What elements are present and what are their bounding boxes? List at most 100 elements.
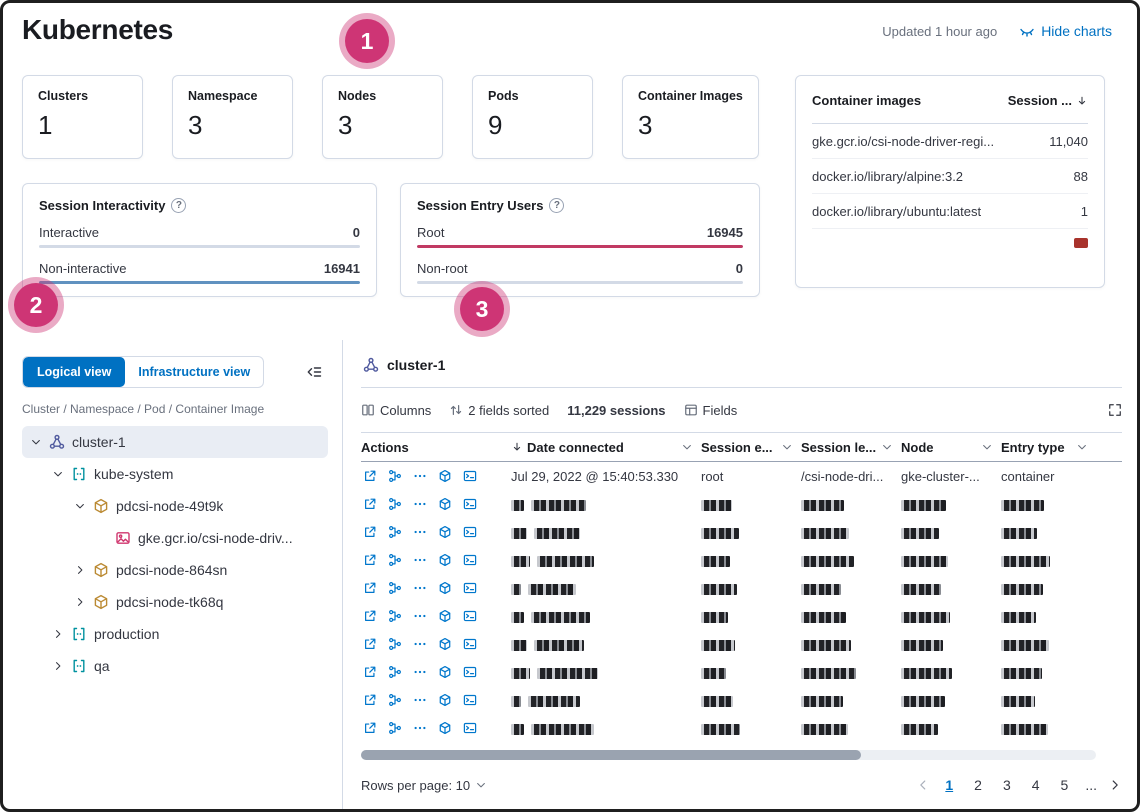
- expand-session-button[interactable]: [363, 525, 377, 539]
- more-actions-button[interactable]: [413, 609, 427, 623]
- column-menu-icon[interactable]: [881, 441, 893, 453]
- more-actions-button[interactable]: [413, 553, 427, 567]
- expand-session-button[interactable]: [363, 581, 377, 595]
- session-row[interactable]: [361, 490, 1122, 518]
- open-session-viewer-button[interactable]: [463, 525, 477, 539]
- tree-item-pdcsi-node-864sn[interactable]: pdcsi-node-864sn: [22, 554, 328, 586]
- more-actions-button[interactable]: [413, 693, 427, 707]
- session-row[interactable]: [361, 630, 1122, 658]
- container-details-button[interactable]: [438, 609, 452, 623]
- next-page-button[interactable]: [1108, 778, 1122, 792]
- open-session-viewer-button[interactable]: [463, 721, 477, 735]
- session-tree-button[interactable]: [388, 637, 402, 651]
- session-row[interactable]: [361, 714, 1122, 742]
- chevron-right-icon[interactable]: [74, 596, 86, 608]
- container-details-button[interactable]: [438, 665, 452, 679]
- open-session-viewer-button[interactable]: [463, 469, 477, 483]
- page-5-button[interactable]: 5: [1060, 777, 1069, 793]
- session-row[interactable]: [361, 518, 1122, 546]
- expand-session-button[interactable]: [363, 693, 377, 707]
- fields-sorted-button[interactable]: 2 fields sorted: [449, 403, 549, 418]
- column-menu-icon[interactable]: [681, 441, 693, 453]
- session-tree-button[interactable]: [388, 497, 402, 511]
- prev-page-button[interactable]: [916, 778, 930, 792]
- session-tree-button[interactable]: [388, 525, 402, 539]
- container-details-button[interactable]: [438, 693, 452, 707]
- logical-view-button[interactable]: Logical view: [23, 357, 126, 387]
- tree-item-production[interactable]: production: [22, 618, 328, 650]
- open-session-viewer-button[interactable]: [463, 693, 477, 707]
- help-icon[interactable]: ?: [549, 198, 565, 213]
- hide-charts-button[interactable]: Hide charts: [1019, 23, 1112, 39]
- session-tree-button[interactable]: [388, 665, 402, 679]
- open-session-viewer-button[interactable]: [463, 553, 477, 567]
- column-header-session-le[interactable]: Session le...: [801, 440, 901, 455]
- container-details-button[interactable]: [438, 721, 452, 735]
- columns-button[interactable]: Columns: [361, 403, 431, 418]
- tree-item-pdcsi-node-49t9k[interactable]: pdcsi-node-49t9k: [22, 490, 328, 522]
- expand-session-button[interactable]: [363, 665, 377, 679]
- tree-item-qa[interactable]: qa: [22, 650, 328, 682]
- session-row[interactable]: Jul 29, 2022 @ 15:40:53.330 root/csi-node…: [361, 462, 1122, 490]
- container-details-button[interactable]: [438, 525, 452, 539]
- session-row[interactable]: [361, 546, 1122, 574]
- rows-per-page-button[interactable]: Rows per page: 10: [361, 778, 487, 793]
- column-menu-icon[interactable]: [1076, 441, 1088, 453]
- expand-session-button[interactable]: [363, 609, 377, 623]
- tree-item-kube-system[interactable]: kube-system: [22, 458, 328, 490]
- tree-item-cluster-1[interactable]: cluster-1: [22, 426, 328, 458]
- container-details-button[interactable]: [438, 553, 452, 567]
- session-tree-button[interactable]: [388, 553, 402, 567]
- page-1-button[interactable]: 1: [945, 777, 954, 793]
- chevron-down-icon[interactable]: [30, 436, 42, 448]
- chevron-down-icon[interactable]: [52, 468, 64, 480]
- more-actions-button[interactable]: [413, 637, 427, 651]
- page-4-button[interactable]: 4: [1031, 777, 1040, 793]
- page-3-button[interactable]: 3: [1002, 777, 1011, 793]
- more-actions-button[interactable]: [413, 525, 427, 539]
- page-2-button[interactable]: 2: [974, 777, 982, 793]
- fields-button[interactable]: Fields: [684, 403, 737, 418]
- open-session-viewer-button[interactable]: [463, 609, 477, 623]
- column-header-entry-type[interactable]: Entry type: [1001, 440, 1096, 455]
- expand-session-button[interactable]: [363, 553, 377, 567]
- session-tree-button[interactable]: [388, 721, 402, 735]
- tree-item-pdcsi-node-tk68q[interactable]: pdcsi-node-tk68q: [22, 586, 328, 618]
- session-tree-button[interactable]: [388, 581, 402, 595]
- column-menu-icon[interactable]: [781, 441, 793, 453]
- expand-session-button[interactable]: [363, 497, 377, 511]
- collapse-tree-panel-button[interactable]: [306, 364, 322, 380]
- open-session-viewer-button[interactable]: [463, 497, 477, 511]
- more-actions-button[interactable]: [413, 665, 427, 679]
- expand-session-button[interactable]: [363, 721, 377, 735]
- session-tree-button[interactable]: [388, 693, 402, 707]
- chevron-right-icon[interactable]: [52, 628, 64, 640]
- open-session-viewer-button[interactable]: [463, 637, 477, 651]
- column-menu-icon[interactable]: [981, 441, 993, 453]
- scrollbar-thumb[interactable]: [361, 750, 861, 760]
- container-details-button[interactable]: [438, 469, 452, 483]
- session-tree-button[interactable]: [388, 609, 402, 623]
- open-session-viewer-button[interactable]: [463, 665, 477, 679]
- session-row[interactable]: [361, 602, 1122, 630]
- more-actions-button[interactable]: [413, 581, 427, 595]
- column-header-node[interactable]: Node: [901, 440, 1001, 455]
- more-actions-button[interactable]: [413, 721, 427, 735]
- container-details-button[interactable]: [438, 497, 452, 511]
- column-header-session-e[interactable]: Session e...: [701, 440, 801, 455]
- more-actions-button[interactable]: [413, 497, 427, 511]
- tree-item-gke-gcr-io-csi-node-driv[interactable]: gke.gcr.io/csi-node-driv...: [22, 522, 328, 554]
- column-header-date-connected[interactable]: Date connected: [511, 440, 701, 455]
- help-icon[interactable]: ?: [171, 198, 187, 213]
- chevron-down-icon[interactable]: [74, 500, 86, 512]
- session-row[interactable]: [361, 574, 1122, 602]
- chevron-right-icon[interactable]: [74, 564, 86, 576]
- container-images-sort-header[interactable]: Session ...: [1008, 93, 1088, 108]
- infrastructure-view-button[interactable]: Infrastructure view: [125, 357, 263, 387]
- expand-session-button[interactable]: [363, 637, 377, 651]
- horizontal-scrollbar[interactable]: [361, 750, 1096, 760]
- fullscreen-button[interactable]: [1108, 403, 1122, 417]
- container-details-button[interactable]: [438, 637, 452, 651]
- session-row[interactable]: [361, 658, 1122, 686]
- session-tree-button[interactable]: [388, 469, 402, 483]
